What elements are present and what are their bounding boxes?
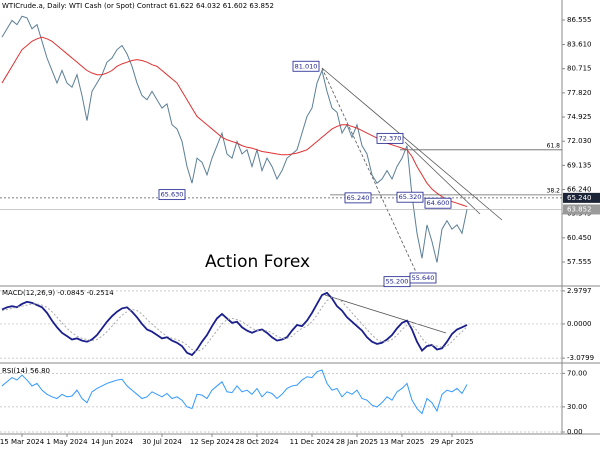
fib-label: 61.8 [547,142,561,149]
series-line [1,369,468,415]
x-tick-label: 28 Oct 2024 [235,438,279,446]
annotation-label: 55.200 [386,278,409,286]
x-tick-label: 28 Jan 2025 [336,438,378,446]
x-tick-label: 29 Apr 2025 [430,438,473,446]
annotation-box [409,272,437,284]
y-tick-label: 30.00 [567,403,587,411]
series-line [1,15,468,263]
annotation-label: 72.370 [379,134,402,142]
rsi-title: RSI(14) 56.80 [2,367,50,375]
x-tick-label: 14 Jun 2024 [91,438,134,446]
y-tick-label: 60.450 [567,234,592,242]
series-line [1,291,468,357]
macd-title: MACD(12,26,9) -0.0845 -0.2514 [2,289,114,297]
last-price-box [563,204,600,215]
x-tick-label: 12 Sep 2024 [190,438,235,446]
annotation-box [396,191,424,203]
y-tick-label: -3.0799 [567,354,594,362]
annotation-label: 65.630 [161,191,184,199]
trendline [404,141,481,215]
y-tick-label: 83.610 [567,41,592,49]
annotation-box [424,197,452,209]
fib-label: 38.2 [547,187,561,194]
annotation-label: 65.320 [399,193,422,201]
x-tick-label: 15 Mar 2024 [0,438,45,446]
series-line [1,36,468,208]
annotation-label: 55.640 [412,274,435,282]
y-tick-label: 69.135 [567,161,592,169]
y-tick-label: 0.00 [567,428,583,436]
y-tick-label: 0.0000 [567,320,592,328]
trendline [324,294,447,334]
annotation-label: 65.240 [347,194,370,202]
annotation-box [158,189,186,201]
watermark: Action Forex [205,252,310,272]
chart-title: WTICrude.a, Daily: WTI Cash (or Spot) Co… [2,2,274,10]
y-tick-label: 66.240 [567,186,592,194]
annotation-label: 81.010 [295,62,318,70]
y-tick-label: 86.555 [567,16,592,24]
y-tick-label: 72.030 [567,137,592,145]
price-box-label: 65.240 [567,194,592,202]
y-tick-label: 74.925 [567,113,592,121]
annotation-box [292,60,320,72]
annotation-label: 64.600 [427,199,450,207]
annotation-box [376,132,404,144]
y-tick-label: 80.715 [567,65,592,73]
x-tick-label: 13 Mar 2025 [380,438,424,446]
annotation-box [344,192,372,204]
price-box [563,192,600,203]
x-tick-label: 30 Jul 2024 [142,438,182,446]
y-tick-label: 57.555 [567,258,592,266]
x-tick-label: 11 Dec 2024 [290,438,335,446]
trendline [321,67,417,273]
last-price-label: 63.852 [567,205,592,213]
x-tick-label: 1 May 2024 [46,438,88,446]
y-tick-label: 77.820 [567,89,592,97]
y-tick-label: 70.00 [567,369,587,377]
y-tick-label: 2.9797 [567,287,592,295]
